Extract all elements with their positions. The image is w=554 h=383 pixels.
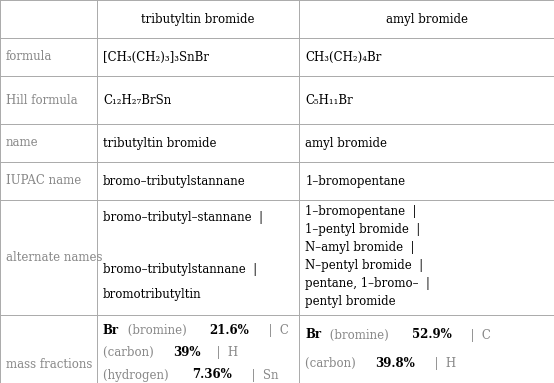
Text: |  H: | H xyxy=(209,346,238,359)
Text: 1–bromopentane  |: 1–bromopentane | xyxy=(305,205,417,218)
Text: |  H: | H xyxy=(427,357,456,370)
Text: bromotributyltin: bromotributyltin xyxy=(103,288,202,301)
Text: Br: Br xyxy=(305,329,321,342)
Text: bromo–tributylstannane: bromo–tributylstannane xyxy=(103,175,246,188)
Text: 39.8%: 39.8% xyxy=(376,357,416,370)
Text: Br: Br xyxy=(103,324,119,337)
Text: (bromine): (bromine) xyxy=(124,324,190,337)
Text: 7.36%: 7.36% xyxy=(192,368,232,381)
Text: 52.9%: 52.9% xyxy=(412,329,452,342)
Text: (bromine): (bromine) xyxy=(326,329,392,342)
Text: |  C: | C xyxy=(261,324,289,337)
Text: amyl bromide: amyl bromide xyxy=(386,13,468,26)
Text: 39%: 39% xyxy=(173,346,201,359)
Text: tributyltin bromide: tributyltin bromide xyxy=(141,13,255,26)
Text: IUPAC name: IUPAC name xyxy=(6,175,81,188)
Text: amyl bromide: amyl bromide xyxy=(305,136,387,149)
Text: formula: formula xyxy=(6,51,53,64)
Text: (carbon): (carbon) xyxy=(103,346,157,359)
Text: pentyl bromide: pentyl bromide xyxy=(305,295,396,308)
Text: C₅H₁₁Br: C₅H₁₁Br xyxy=(305,93,353,106)
Text: N–amyl bromide  |: N–amyl bromide | xyxy=(305,241,414,254)
Text: CH₃(CH₂)₄Br: CH₃(CH₂)₄Br xyxy=(305,51,382,64)
Text: |  C: | C xyxy=(463,329,491,342)
Text: [CH₃(CH₂)₃]₃SnBr: [CH₃(CH₂)₃]₃SnBr xyxy=(103,51,209,64)
Text: (carbon): (carbon) xyxy=(305,357,360,370)
Text: |  Sn: | Sn xyxy=(244,368,278,381)
Text: C₁₂H₂₇BrSn: C₁₂H₂₇BrSn xyxy=(103,93,171,106)
Text: tributyltin bromide: tributyltin bromide xyxy=(103,136,217,149)
Text: N–pentyl bromide  |: N–pentyl bromide | xyxy=(305,259,423,272)
Text: 1–pentyl bromide  |: 1–pentyl bromide | xyxy=(305,223,420,236)
Text: 21.6%: 21.6% xyxy=(209,324,249,337)
Text: mass fractions: mass fractions xyxy=(6,358,93,372)
Text: (hydrogen): (hydrogen) xyxy=(103,368,172,381)
Text: bromo–tributyl–stannane  |: bromo–tributyl–stannane | xyxy=(103,211,263,224)
Text: alternate names: alternate names xyxy=(6,251,102,264)
Text: Hill formula: Hill formula xyxy=(6,93,78,106)
Text: bromo–tributylstannane  |: bromo–tributylstannane | xyxy=(103,262,257,275)
Text: pentane, 1–bromo–  |: pentane, 1–bromo– | xyxy=(305,277,430,290)
Text: name: name xyxy=(6,136,39,149)
Text: 1–bromopentane: 1–bromopentane xyxy=(305,175,406,188)
